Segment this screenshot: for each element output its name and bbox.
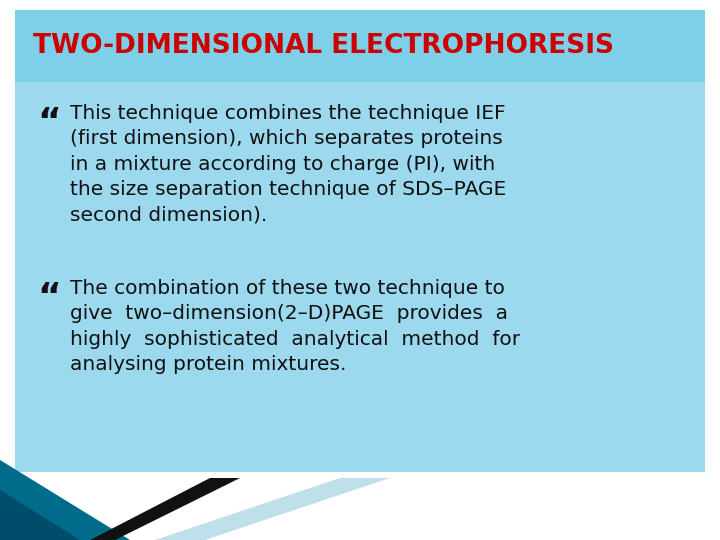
Bar xyxy=(15,10,705,472)
Text: “: “ xyxy=(37,281,60,315)
Polygon shape xyxy=(155,478,390,540)
Bar xyxy=(15,10,705,82)
Text: The combination of these two technique to
give  two–dimension(2–D)PAGE  provides: The combination of these two technique t… xyxy=(70,279,520,374)
Text: “: “ xyxy=(37,106,60,140)
Text: TWO-DIMENSIONAL ELECTROPHORESIS: TWO-DIMENSIONAL ELECTROPHORESIS xyxy=(33,33,614,59)
Polygon shape xyxy=(90,478,240,540)
Text: This technique combines the technique IEF
(first dimension), which separates pro: This technique combines the technique IE… xyxy=(70,104,506,224)
Polygon shape xyxy=(0,490,80,540)
Polygon shape xyxy=(0,460,130,540)
